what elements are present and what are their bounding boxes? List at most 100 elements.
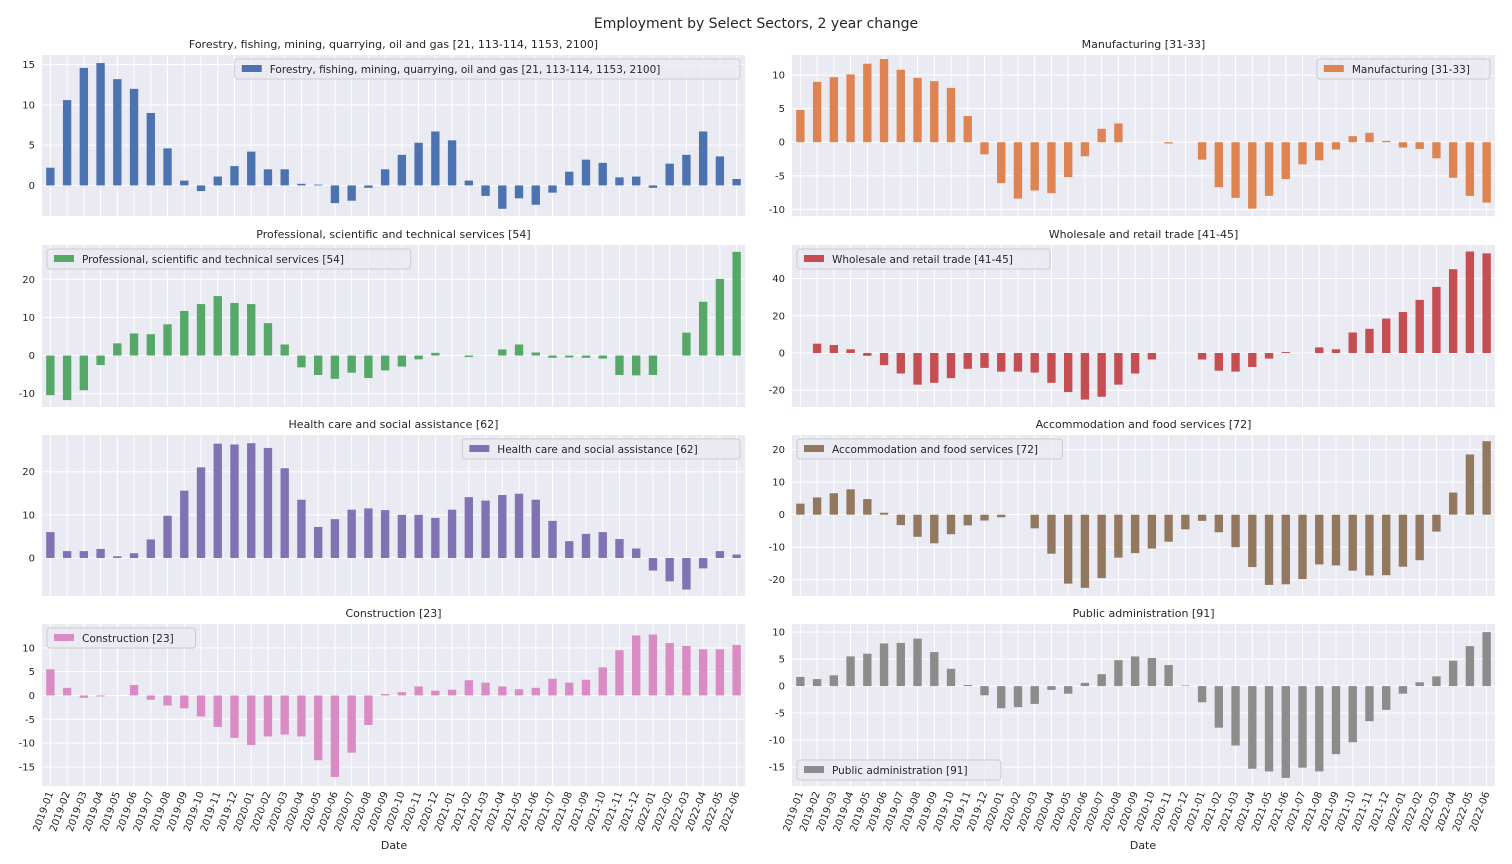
bar	[715, 278, 725, 356]
bar	[1331, 686, 1341, 755]
legend: Health care and social assistance [62]	[461, 438, 741, 460]
bar	[347, 355, 356, 373]
bar	[1114, 514, 1123, 558]
bar	[146, 539, 155, 559]
bar	[913, 353, 922, 385]
y-tick-label: -10	[769, 543, 785, 554]
bar	[180, 310, 189, 356]
plot-area	[792, 435, 1495, 596]
bar	[481, 682, 490, 696]
bar	[1382, 318, 1391, 353]
bar	[79, 695, 89, 698]
bar	[1331, 142, 1341, 150]
bar	[1181, 514, 1190, 530]
bar	[514, 689, 524, 696]
bar	[163, 148, 172, 186]
bar	[247, 304, 256, 356]
bar	[1214, 142, 1224, 188]
bar	[1013, 686, 1023, 708]
subplot-title: Accommodation and food services [72]	[1036, 418, 1252, 431]
bar	[1348, 514, 1357, 571]
bar	[812, 81, 822, 143]
bar	[1080, 353, 1090, 400]
bar	[347, 695, 356, 753]
bar	[380, 510, 390, 559]
bar	[247, 443, 256, 559]
bar	[648, 355, 658, 375]
bar	[79, 355, 89, 391]
plot-area	[792, 624, 1495, 786]
bar	[230, 166, 239, 186]
bar	[414, 686, 423, 696]
bar	[648, 558, 658, 571]
y-tick-label: -20	[769, 386, 785, 397]
bar	[163, 324, 172, 356]
y-tick-label: 5	[779, 104, 785, 115]
bar	[1348, 136, 1357, 143]
bar	[1097, 353, 1106, 397]
y-tick-label: 15	[22, 60, 35, 71]
bar	[397, 355, 407, 367]
bar	[829, 493, 839, 515]
bar	[230, 695, 239, 738]
bar	[330, 519, 340, 559]
bar	[1114, 660, 1123, 687]
y-tick-label: 40	[772, 274, 785, 285]
bar	[1047, 686, 1056, 690]
bar	[113, 79, 122, 186]
bar	[548, 355, 557, 358]
bar	[1482, 441, 1491, 515]
bar	[297, 499, 306, 559]
bar	[397, 154, 407, 186]
bar	[980, 353, 989, 368]
bar	[1432, 676, 1441, 687]
bar	[565, 355, 574, 358]
legend-swatch	[241, 65, 262, 72]
bar	[1197, 686, 1207, 703]
bar	[498, 349, 507, 356]
bar	[1415, 142, 1424, 149]
bar	[963, 514, 972, 526]
bar	[1030, 142, 1039, 191]
legend-box	[234, 58, 741, 80]
y-tick-label: -10	[19, 739, 35, 750]
bar	[1047, 142, 1056, 194]
bar	[665, 558, 674, 582]
bar	[946, 514, 956, 535]
bar	[1281, 352, 1290, 353]
y-tick-label: 0	[779, 138, 785, 149]
bar	[1130, 353, 1140, 374]
bar	[414, 142, 423, 186]
bar	[1214, 353, 1224, 371]
y-tick-label: 10	[22, 643, 35, 654]
bar	[598, 667, 607, 696]
bar	[447, 689, 457, 696]
bar	[632, 355, 641, 376]
bar	[1315, 347, 1324, 353]
bar	[414, 355, 423, 360]
bar	[247, 151, 256, 186]
legend: Forestry, fishing, mining, quarrying, oi…	[234, 58, 741, 80]
bar	[414, 514, 423, 559]
bar	[1365, 514, 1374, 576]
y-tick-label: -5	[775, 709, 785, 720]
bar	[1214, 686, 1224, 728]
y-tick-label: 0	[779, 349, 785, 360]
bar	[464, 497, 474, 559]
panel-forestry-fishing-mining-quarrying-oil-an: 0 5 10 15 Forestry, fishing, mining, quarryi…	[22, 38, 745, 216]
bar	[1197, 142, 1207, 160]
bar	[1281, 686, 1290, 778]
bar	[230, 444, 239, 559]
bar	[263, 169, 273, 186]
bar	[213, 695, 222, 727]
bar	[997, 142, 1006, 184]
bar	[1080, 142, 1090, 157]
bar	[648, 634, 658, 696]
legend-swatch	[804, 766, 824, 773]
legend: Public administration [91]	[796, 759, 1002, 781]
bar	[1147, 353, 1157, 360]
bar	[1348, 686, 1357, 743]
bar	[464, 680, 474, 696]
y-tick-label: 10	[22, 100, 35, 111]
bar	[1415, 299, 1424, 353]
